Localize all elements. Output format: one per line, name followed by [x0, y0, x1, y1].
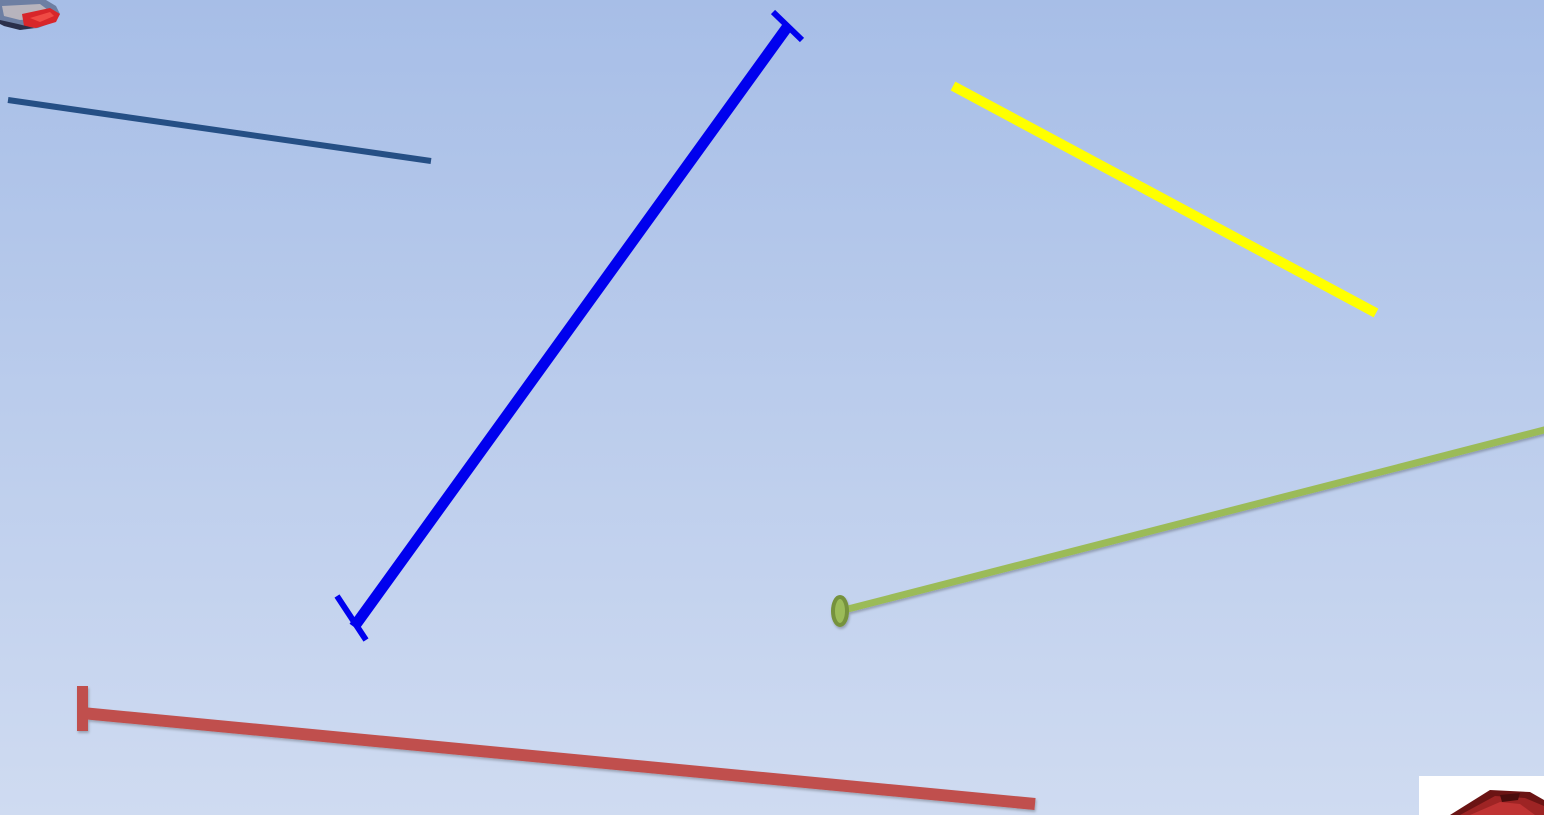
- green-ray-start-point: [831, 595, 849, 627]
- blue-segment: [334, 9, 805, 642]
- blue-segment-end-tick-top: [770, 9, 805, 43]
- dark-blue-line: [7, 97, 432, 164]
- blue-segment-end-tick-bottom: [334, 594, 369, 642]
- red-ray: [77, 686, 1036, 810]
- top-left-hat-icon: [0, 0, 60, 30]
- yellow-line: [950, 81, 1379, 318]
- green-ray: [831, 426, 1544, 627]
- graduation-cap-icon: [1419, 776, 1544, 815]
- red-ray-start-tick: [77, 686, 88, 731]
